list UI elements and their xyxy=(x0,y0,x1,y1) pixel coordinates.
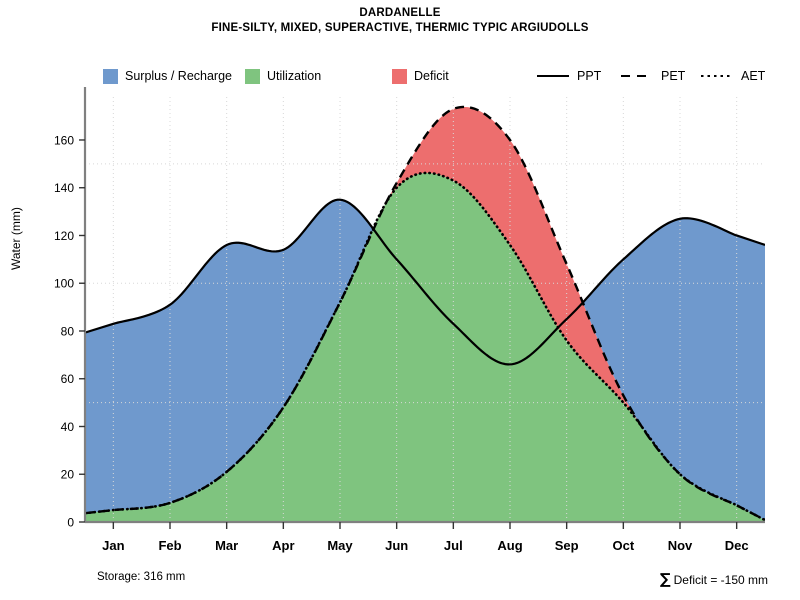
svg-text:60: 60 xyxy=(61,372,75,386)
svg-text:120: 120 xyxy=(54,229,74,243)
legend-label-pet: PET xyxy=(661,69,686,83)
svg-text:May: May xyxy=(327,538,353,553)
svg-text:160: 160 xyxy=(54,133,74,147)
deficit-annotation: ∑ Deficit = -150 mm xyxy=(660,570,768,588)
legend-label-aet: AET xyxy=(741,69,766,83)
legend-swatch-utilization xyxy=(245,68,260,84)
legend-label-ppt: PPT xyxy=(577,69,602,83)
svg-text:0: 0 xyxy=(67,516,74,530)
title-line-2: FINE-SILTY, MIXED, SUPERACTIVE, THERMIC … xyxy=(211,22,589,34)
svg-text:Jan: Jan xyxy=(102,538,124,553)
svg-text:Sep: Sep xyxy=(555,538,579,553)
legend-item-utilization: Utilization xyxy=(245,66,321,86)
svg-text:20: 20 xyxy=(61,468,75,482)
legend-label-surplus: Surplus / Recharge xyxy=(125,69,233,83)
svg-text:Oct: Oct xyxy=(612,538,634,553)
svg-text:100: 100 xyxy=(54,277,74,291)
storage-annotation: Storage: 316 mm xyxy=(97,571,186,583)
legend-swatch-surplus xyxy=(103,68,118,84)
legend-swatch-deficit xyxy=(392,68,407,84)
legend-item-deficit: Deficit xyxy=(392,66,449,86)
svg-text:140: 140 xyxy=(54,181,74,195)
svg-text:40: 40 xyxy=(61,420,75,434)
legend-item-surplus: Surplus / Recharge xyxy=(103,66,232,86)
svg-text:Mar: Mar xyxy=(215,538,238,553)
title-line-1: DARDANELLE xyxy=(359,7,441,19)
svg-text:Dec: Dec xyxy=(725,538,749,553)
svg-text:Feb: Feb xyxy=(158,538,181,553)
ppt-line-sample xyxy=(537,75,569,77)
svg-text:Jun: Jun xyxy=(385,538,408,553)
legend-item-pet: PET xyxy=(620,66,685,86)
pet-line-sample xyxy=(621,75,653,77)
svg-text:Jul: Jul xyxy=(444,538,463,553)
aet-line-sample xyxy=(701,75,733,77)
deficit-text: Deficit = -150 mm xyxy=(673,573,768,587)
legend-label-deficit: Deficit xyxy=(414,69,449,83)
sigma-icon: ∑ xyxy=(659,570,671,588)
svg-text:80: 80 xyxy=(61,324,75,338)
legend-item-aet: AET xyxy=(700,66,765,86)
svg-text:Apr: Apr xyxy=(272,538,294,553)
svg-text:Aug: Aug xyxy=(497,538,522,553)
legend-label-utilization: Utilization xyxy=(267,69,322,83)
svg-text:Nov: Nov xyxy=(668,538,693,553)
legend-item-ppt: PPT xyxy=(536,66,601,86)
chart-legend: Surplus / Recharge Utilization Deficit P… xyxy=(0,66,800,86)
chart-title: DARDANELLE FINE-SILTY, MIXED, SUPERACTIV… xyxy=(0,6,800,36)
